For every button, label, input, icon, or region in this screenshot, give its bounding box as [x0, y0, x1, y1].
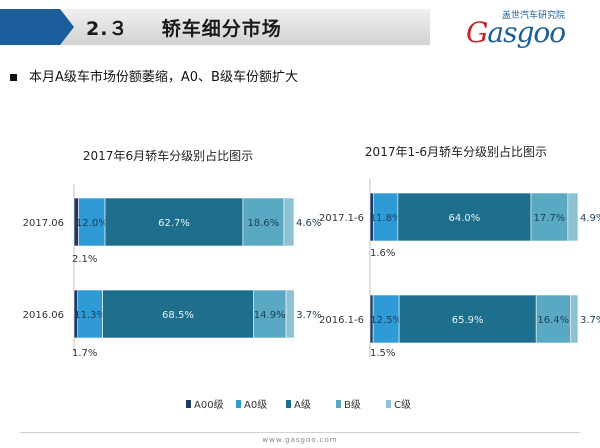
summary-text: 本月A级车市场份额萎缩，A0、B级车份额扩大 [29, 70, 298, 85]
bar-segment [78, 197, 106, 247]
bar-segment [372, 294, 400, 344]
data-label: 1.7% [72, 348, 97, 359]
section-title: 轿车细分市场 [161, 18, 282, 40]
chevron-right-icon [60, 9, 74, 45]
category-label: 2016.06 [23, 310, 64, 321]
summary-bullet: 本月A级车市场份额萎缩，A0、B级车份额扩大 [10, 66, 298, 85]
legend-swatch [186, 400, 191, 408]
data-label: 12.5% [370, 315, 402, 326]
data-label: 12.0% [76, 218, 108, 229]
data-label: 17.7% [534, 213, 566, 224]
section-number: 2.３ [86, 18, 129, 40]
data-label: 14.9% [254, 310, 286, 321]
bar-segment [567, 192, 579, 242]
data-label: 16.4% [537, 315, 569, 326]
legend-swatch [236, 400, 241, 408]
data-label: 65.9% [452, 315, 484, 326]
bar-segment [530, 192, 569, 242]
bar-segment [104, 197, 244, 247]
data-label: 64.0% [449, 213, 481, 224]
bar-segment [102, 289, 254, 339]
gasgoo-logo: 盖世汽车研究院 Gasgoo [466, 6, 596, 50]
category-label: 2016.1-6 [319, 315, 364, 326]
data-label: 3.7% [580, 315, 600, 326]
bar-segment [242, 197, 285, 247]
legend-entry: A级 [294, 399, 311, 411]
bar-segment [77, 289, 103, 339]
page-title: 2.３ 轿车细分市场 [86, 14, 282, 41]
bullet-square-icon [10, 74, 17, 81]
data-label: 2.1% [72, 254, 97, 265]
data-label: 18.6% [248, 218, 280, 229]
category-label: 2017.06 [23, 218, 64, 229]
legend-entry: A00级 [194, 399, 224, 411]
data-label: 4.6% [296, 218, 321, 229]
logo-cn-text: 盖世汽车研究院 [502, 11, 566, 21]
data-label: 1.6% [370, 248, 395, 259]
legend-swatch [286, 400, 291, 408]
legend-entry: C级 [394, 399, 411, 411]
bar-segment [570, 294, 579, 344]
bar-segment [285, 289, 295, 339]
data-label: 3.7% [296, 310, 321, 321]
legend-entry: A0级 [244, 399, 267, 411]
data-label: 1.5% [370, 348, 395, 359]
bar-segment [283, 197, 295, 247]
bar-segment [397, 192, 532, 242]
logo-mark: Gasgoo [466, 16, 566, 49]
header-bar: 2.３ 轿车细分市场 盖世汽车研究院 Gasgoo [0, 0, 600, 54]
data-label: 62.7% [158, 218, 190, 229]
footer-divider [20, 432, 580, 433]
data-label: 4.9% [580, 213, 600, 224]
chart-title: 2017年6月轿车分级别占比图示 [83, 148, 253, 163]
category-label: 2017.1-6 [319, 213, 364, 224]
legend-swatch [386, 400, 391, 408]
section-number-box [0, 9, 60, 45]
chart-title: 2017年1-6月轿车分级别占比图示 [365, 144, 547, 159]
legend-swatch [336, 400, 341, 408]
data-label: 11.8% [370, 213, 402, 224]
bar-segment [535, 294, 571, 344]
footer-url: www.gasgoo.com [262, 436, 338, 444]
data-label: 11.3% [74, 310, 106, 321]
data-label: 68.5% [162, 310, 194, 321]
legend-entry: B级 [344, 399, 361, 411]
bar-segment [398, 294, 537, 344]
